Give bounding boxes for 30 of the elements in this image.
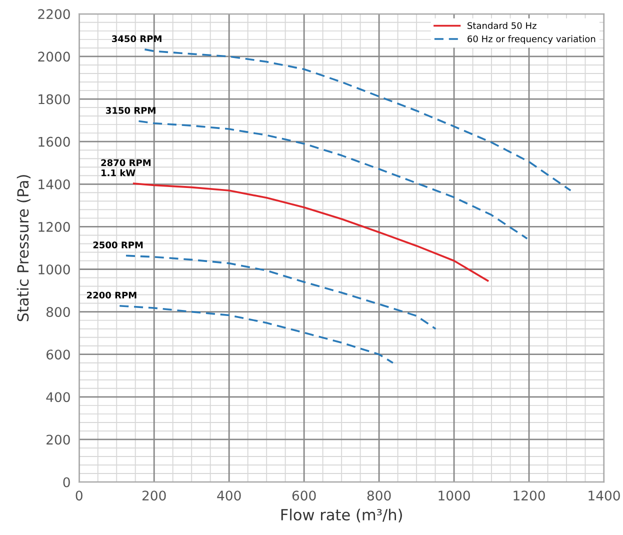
x-tick-label: 400 [217,490,241,501]
y-tick-label: 2000 [38,52,70,62]
line-series [118,304,394,364]
annotation: 2500 RPM [93,242,143,248]
x-tick-label: 0 [76,490,82,501]
annotation: 3150 RPM [106,107,156,114]
annotation: 2870 RPM 1.1 kW [101,159,151,176]
y-tick-label: 1400 [38,179,70,190]
y-tick-label: 2200 [38,9,70,20]
y-tick-label: 600 [46,350,70,360]
legend-label: 60 Hz or frequency variation [468,35,596,44]
x-tick-label: 1000 [438,490,470,501]
y-axis-title: Static Pressure (Pa) [16,175,30,322]
y-tick-label: 1600 [38,136,70,147]
y-tick-label: 1800 [38,94,70,104]
x-tick-label: 600 [292,490,316,501]
y-tick-label: 0 [63,477,70,488]
x-axis-title: Flow rate (m³/h) [281,508,402,522]
x-tick-label: 200 [142,490,166,501]
x-tick-label: 800 [367,490,391,501]
y-tick-label: 800 [46,307,70,318]
x-tick-label: 1200 [514,490,545,501]
annotation: 2200 RPM [86,292,136,299]
y-tick-label: 1000 [38,264,70,274]
x-tick-label: 1400 [588,490,620,501]
y-tick-label: 1200 [38,222,70,232]
legend-label: Standard 50 Hz [468,22,536,30]
annotation: 3450 RPM [112,35,162,42]
y-tick-label: 200 [46,434,70,445]
y-tick-label: 400 [46,392,70,402]
